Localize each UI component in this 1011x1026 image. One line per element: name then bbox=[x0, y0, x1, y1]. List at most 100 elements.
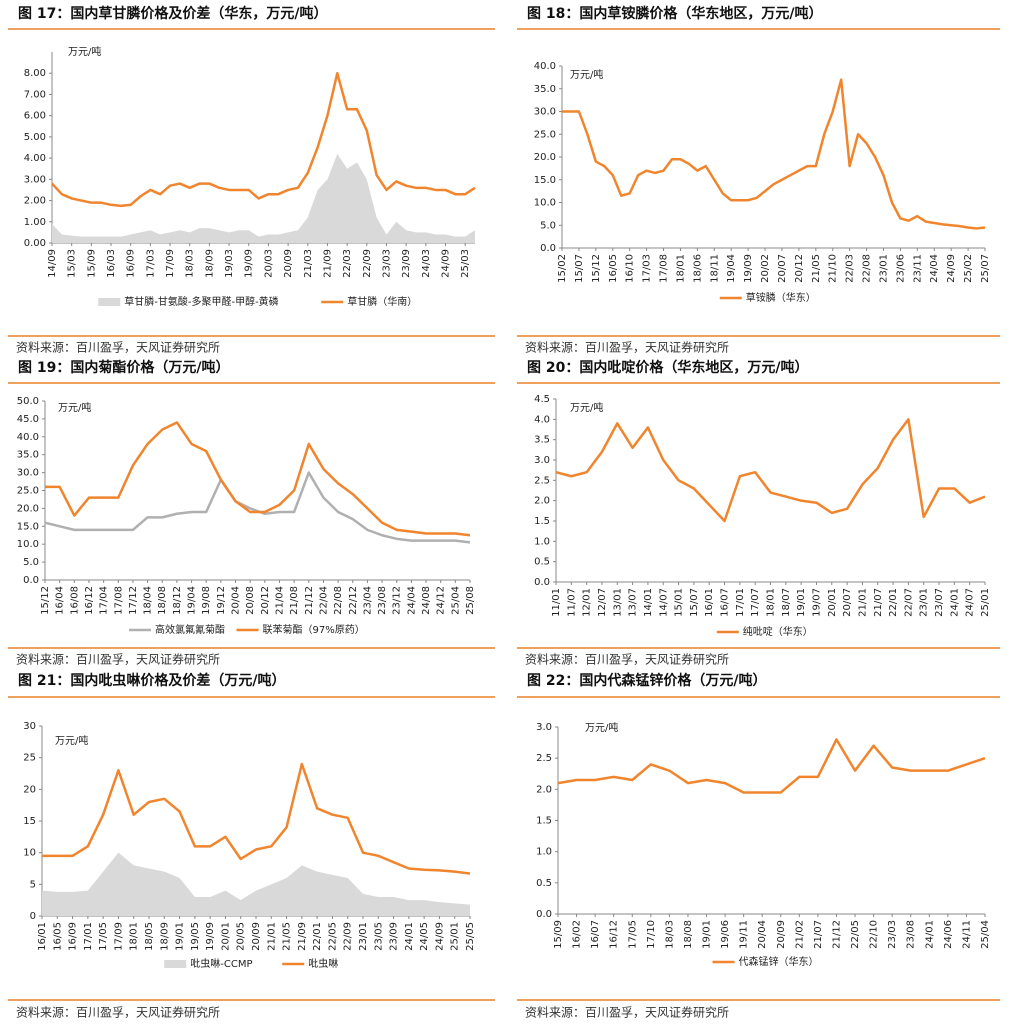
x-tick-label: 18/01 bbox=[675, 254, 686, 283]
y-tick-label: 25 bbox=[23, 753, 36, 764]
x-tick-label: 18/04 bbox=[143, 586, 154, 615]
x-tick-label: 20/01 bbox=[220, 922, 231, 951]
x-tick-label: 12/01 bbox=[582, 588, 593, 617]
area bbox=[52, 153, 475, 243]
legend-label: 吡虫啉-CCMP bbox=[190, 958, 252, 970]
x-tick-label: 19/01 bbox=[175, 922, 186, 951]
y-tick-label: 20 bbox=[23, 784, 36, 795]
y-tick-label: 0.0 bbox=[23, 575, 39, 586]
x-tick-label: 19/12 bbox=[216, 586, 227, 615]
line bbox=[42, 762, 471, 875]
y-tick-label: 15 bbox=[23, 816, 36, 827]
source-note: 资料来源：百川盈孚，天风证券研究所 bbox=[16, 652, 220, 667]
y-tick-label: 3.0 bbox=[536, 722, 552, 733]
x-tick-label: 20/07 bbox=[777, 254, 788, 283]
y-tick-label: 1.0 bbox=[534, 536, 550, 547]
panel-title: 图 21：国内吡虫啉价格及价差（万元/吨） bbox=[18, 672, 285, 689]
unit-label: 万元/吨 bbox=[570, 401, 603, 414]
unit-label: 万元/吨 bbox=[58, 401, 91, 414]
panel-title: 图 19：国内菊酯价格（万元/吨） bbox=[18, 359, 229, 376]
y-tick-label: 8.00 bbox=[24, 68, 46, 79]
y-tick-label: 0.0 bbox=[540, 243, 556, 254]
unit-label: 万元/吨 bbox=[55, 734, 88, 747]
panel-title: 图 17：国内草甘膦价格及价差（华东，万元/吨） bbox=[18, 5, 327, 22]
x-tick-label: 25/05 bbox=[465, 922, 476, 951]
y-tick-label: 50.0 bbox=[17, 396, 39, 407]
x-tick-label: 19/07 bbox=[811, 588, 822, 617]
x-tick-label: 24/03 bbox=[421, 249, 432, 278]
area bbox=[42, 852, 470, 916]
x-tick-label: 19/04 bbox=[187, 586, 198, 615]
x-tick-label: 18/12 bbox=[172, 586, 183, 615]
x-tick-label: 11/01 bbox=[551, 588, 562, 617]
x-tick-label: 25/04 bbox=[980, 920, 991, 949]
x-tick-label: 23/08 bbox=[377, 586, 388, 615]
x-tick-label: 23/09 bbox=[401, 249, 412, 278]
unit-label: 万元/吨 bbox=[585, 721, 618, 734]
x-tick-label: 21/05 bbox=[811, 254, 822, 283]
y-tick-label: 4.00 bbox=[24, 153, 46, 164]
x-tick-label: 23/08 bbox=[906, 920, 917, 949]
x-tick-label: 23/06 bbox=[895, 254, 906, 283]
x-tick-label: 24/12 bbox=[436, 586, 447, 615]
x-tick-label: 22/12 bbox=[348, 586, 359, 615]
x-tick-label: 17/08 bbox=[113, 586, 124, 615]
x-tick-label: 24/09 bbox=[434, 922, 445, 951]
x-tick-label: 18/03 bbox=[664, 920, 675, 949]
y-tick-label: 25.0 bbox=[534, 129, 556, 140]
x-tick-label: 23/07 bbox=[934, 588, 945, 617]
x-tick-label: 16/09 bbox=[68, 922, 79, 951]
x-tick-label: 25/08 bbox=[465, 586, 476, 615]
unit-label: 万元/吨 bbox=[68, 45, 101, 58]
x-tick-label: 23/09 bbox=[389, 922, 400, 951]
y-tick-label: 40.0 bbox=[534, 61, 556, 72]
x-tick-label: 14/09 bbox=[47, 249, 58, 278]
x-tick-label: 20/09 bbox=[283, 249, 294, 278]
x-tick-label: 19/09 bbox=[205, 922, 216, 951]
legend-swatch bbox=[164, 960, 187, 968]
source-note: 资料来源：百川盈孚，天风证券研究所 bbox=[525, 652, 729, 667]
x-tick-label: 17/03 bbox=[642, 254, 653, 283]
x-tick-label: 22/01 bbox=[312, 922, 323, 951]
x-tick-label: 20/04 bbox=[231, 586, 242, 615]
y-tick-label: 2.5 bbox=[536, 753, 552, 764]
x-tick-label: 17/01 bbox=[83, 922, 94, 951]
y-tick-label: 3.5 bbox=[534, 435, 550, 446]
x-tick-label: 22/08 bbox=[862, 254, 873, 283]
x-tick-label: 19/06 bbox=[720, 920, 731, 949]
x-tick-label: 17/05 bbox=[98, 922, 109, 951]
x-tick-label: 24/04 bbox=[406, 586, 417, 615]
x-tick-label: 24/09 bbox=[946, 254, 957, 283]
x-tick-label: 11/07 bbox=[566, 588, 577, 617]
x-tick-label: 24/08 bbox=[421, 586, 432, 615]
y-tick-label: 2.0 bbox=[534, 496, 550, 507]
x-tick-label: 22/10 bbox=[869, 920, 880, 949]
y-tick-label: 3.0 bbox=[534, 455, 550, 466]
y-tick-label: 40.0 bbox=[17, 432, 39, 443]
y-tick-label: 25.0 bbox=[17, 486, 39, 497]
y-tick-label: 0.5 bbox=[534, 557, 550, 568]
x-tick-label: 19/08 bbox=[201, 586, 212, 615]
x-tick-label: 22/01 bbox=[888, 588, 899, 617]
legend-label: 吡虫啉 bbox=[308, 958, 338, 970]
y-tick-label: 35.0 bbox=[17, 450, 39, 461]
x-tick-label: 24/07 bbox=[965, 588, 976, 617]
x-tick-label: 21/07 bbox=[813, 920, 824, 949]
x-tick-label: 22/09 bbox=[362, 249, 373, 278]
y-tick-label: 3.00 bbox=[24, 174, 46, 185]
y-tick-label: 30.0 bbox=[17, 468, 39, 479]
y-tick-label: 4.5 bbox=[534, 394, 550, 405]
source-note: 资料来源：百川盈孚，天风证券研究所 bbox=[525, 1005, 729, 1020]
x-tick-label: 17/03 bbox=[145, 249, 156, 278]
line bbox=[45, 421, 471, 537]
x-tick-label: 22/09 bbox=[343, 922, 354, 951]
x-tick-label: 21/01 bbox=[266, 922, 277, 951]
legend-label: 草铵膦（华东） bbox=[746, 291, 816, 304]
x-tick-label: 23/03 bbox=[887, 920, 898, 949]
y-tick-label: 10.0 bbox=[534, 198, 556, 209]
y-tick-label: 6.00 bbox=[24, 111, 46, 122]
x-tick-label: 15/07 bbox=[689, 588, 700, 617]
x-tick-label: 19/09 bbox=[244, 249, 255, 278]
x-tick-label: 17/10 bbox=[646, 920, 657, 949]
